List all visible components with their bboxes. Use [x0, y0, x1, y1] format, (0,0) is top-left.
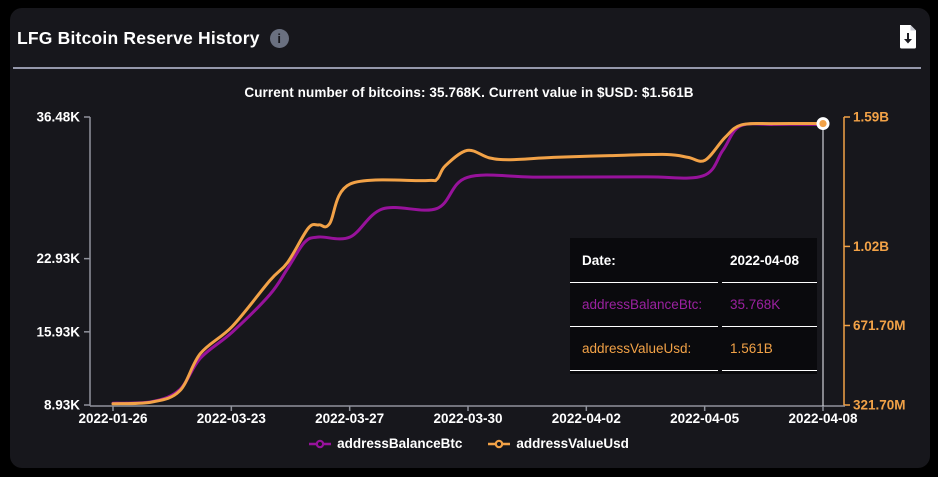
- tooltip-label: Date:: [570, 239, 718, 283]
- tooltip-row: Date: 2022-04-08: [570, 239, 817, 283]
- axis-tick-label: 2022-03-23: [197, 411, 267, 426]
- download-icon: [900, 25, 916, 49]
- axis-tick-label: 1.59B: [853, 110, 889, 125]
- info-icon[interactable]: i: [269, 29, 289, 48]
- axis-tick-label: 2022-01-26: [78, 411, 148, 426]
- tooltip-row: addressBalanceBtc: 35.768K: [570, 283, 817, 327]
- tooltip-label: addressBalanceBtc:: [570, 283, 718, 327]
- series-line-addressBalanceBtc[interactable]: [111, 122, 825, 405]
- page-title: LFG Bitcoin Reserve History: [17, 28, 260, 48]
- legend-label: addressValueUsd: [516, 436, 629, 451]
- legend-item-addressValueUsd[interactable]: addressValueUsd: [488, 436, 629, 451]
- axis-tick-label: 36.48K: [36, 110, 80, 125]
- axis-tick-label: 2022-03-27: [315, 411, 384, 426]
- legend-marker-icon: [309, 439, 332, 448]
- series-line-addressValueUsd[interactable]: [111, 121, 825, 406]
- chart-tooltip: Date: 2022-04-08 addressBalanceBtc: 35.768K…: [570, 238, 817, 374]
- tooltip-row: addressValueUsd: 1.561B: [570, 327, 817, 371]
- axis-tick-label: 671.70M: [853, 318, 906, 333]
- axis-tick-label: 1.02B: [853, 239, 889, 254]
- axis-tick-label: 2022-03-30: [433, 411, 502, 426]
- axis-tick-label: 15.93K: [36, 324, 80, 339]
- download-button[interactable]: [893, 22, 923, 52]
- card-header: LFG Bitcoin Reserve History i: [17, 28, 289, 49]
- axis-tick-label: 22.93K: [36, 251, 80, 266]
- chart-legend: addressBalanceBtc addressValueUsd: [0, 436, 938, 451]
- highlight-marker-dot: [819, 119, 827, 128]
- tooltip-value: 1.561B: [722, 327, 817, 371]
- legend-item-addressBalanceBtc[interactable]: addressBalanceBtc: [309, 436, 462, 451]
- axis-tick-label: 2022-04-05: [670, 411, 740, 426]
- axis-tick-label: 2022-04-02: [552, 411, 621, 426]
- axis-tick-label: 321.70M: [853, 398, 906, 413]
- tooltip-label: addressValueUsd:: [570, 327, 718, 371]
- axis-tick-label: 2022-04-08: [788, 411, 858, 426]
- legend-marker-icon: [488, 439, 511, 448]
- legend-label: addressBalanceBtc: [337, 436, 463, 451]
- axis-tick-label: 8.93K: [44, 398, 80, 413]
- tooltip-value: 35.768K: [722, 283, 817, 327]
- header-divider: [13, 67, 921, 69]
- tooltip-value: 2022-04-08: [722, 239, 817, 283]
- chart-subtitle: Current number of bitcoins: 35.768K. Cur…: [244, 85, 694, 100]
